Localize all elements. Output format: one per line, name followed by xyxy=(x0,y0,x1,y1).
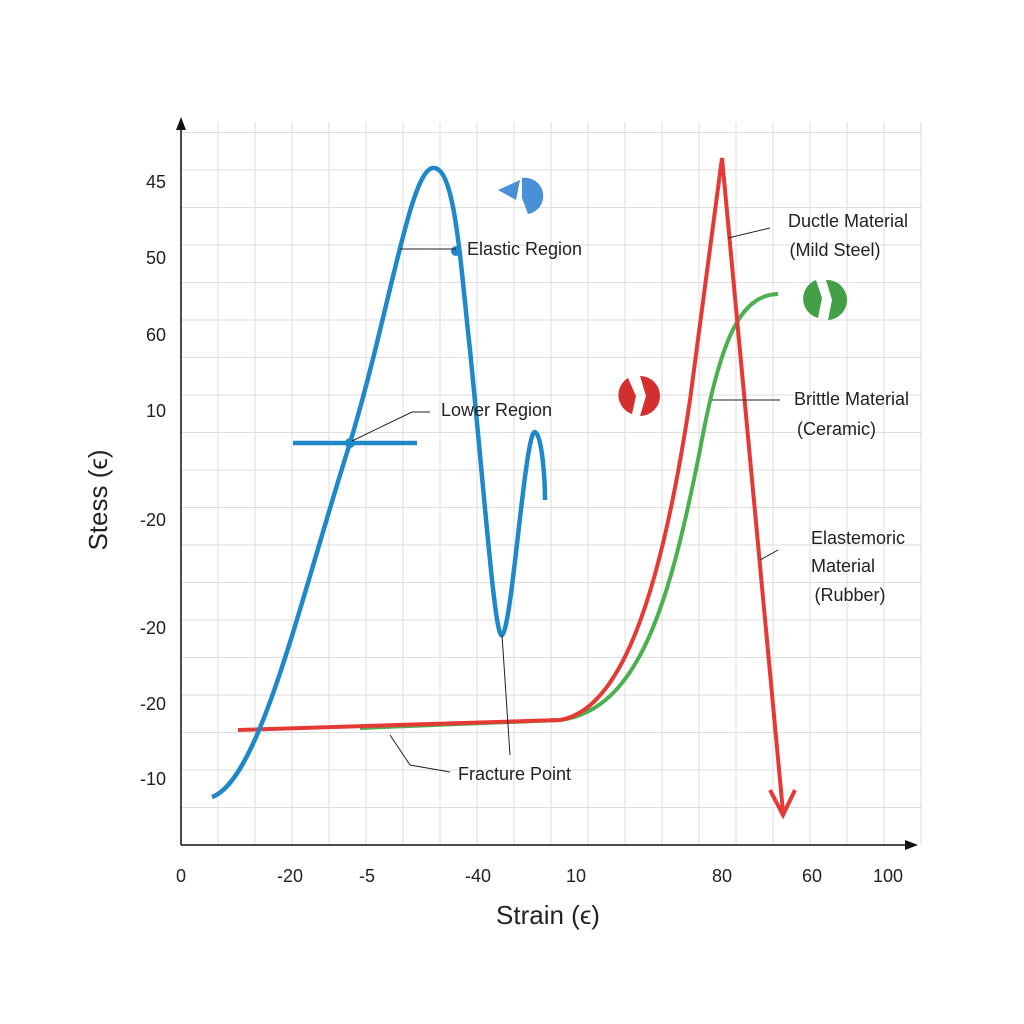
axes xyxy=(176,117,918,850)
annotation: (Mild Steel) xyxy=(789,240,880,260)
y-tick-label: -20 xyxy=(140,618,166,638)
green-curve xyxy=(359,292,779,730)
x-tick-label: 80 xyxy=(712,866,732,886)
annotation: Elastemoric xyxy=(811,528,905,548)
icon-green xyxy=(803,279,848,320)
red-arrowhead xyxy=(768,789,797,820)
y-tick-label: -20 xyxy=(140,510,166,530)
annotation: Elastic Region xyxy=(467,239,582,259)
annotation: (Rubber) xyxy=(814,585,885,605)
y-tick-label: -10 xyxy=(140,769,166,789)
annotation: Lower Region xyxy=(441,400,552,420)
annotation: Ductle Material xyxy=(788,211,908,231)
x-tick-label: 100 xyxy=(873,866,903,886)
red-curve xyxy=(237,157,785,813)
x-tick-label: 60 xyxy=(802,866,822,886)
y-tick-label: 50 xyxy=(146,248,166,268)
y-tick-label: 60 xyxy=(146,325,166,345)
x-tick-label: 0 xyxy=(176,866,186,886)
y-tick-label: -20 xyxy=(140,694,166,714)
y-tick-labels: 45 50 60 10 -20 -20 -20 -10 xyxy=(140,172,166,789)
y-axis-title: Stess (ϵ) xyxy=(83,449,113,550)
annotation: Material xyxy=(811,556,875,576)
icon-blue xyxy=(498,177,544,214)
blue-curve xyxy=(211,165,548,800)
point xyxy=(451,246,461,256)
annotation: Brittle Material xyxy=(794,389,909,409)
leaders xyxy=(351,227,780,773)
y-tick-label: 45 xyxy=(146,172,166,192)
x-tick-label: -40 xyxy=(465,866,491,886)
point xyxy=(345,438,355,448)
x-tick-label: -5 xyxy=(359,866,375,886)
x-axis-title: Strain (ϵ) xyxy=(496,900,600,930)
annotation: Fracture Point xyxy=(458,764,571,784)
annotation: (Ceramic) xyxy=(797,419,876,439)
icon-red xyxy=(618,376,660,416)
x-tick-labels: 0 -20 -5 -40 10 80 60 100 xyxy=(176,866,903,886)
x-tick-label: 10 xyxy=(566,866,586,886)
y-tick-label: 10 xyxy=(146,401,166,421)
x-tick-label: -20 xyxy=(277,866,303,886)
